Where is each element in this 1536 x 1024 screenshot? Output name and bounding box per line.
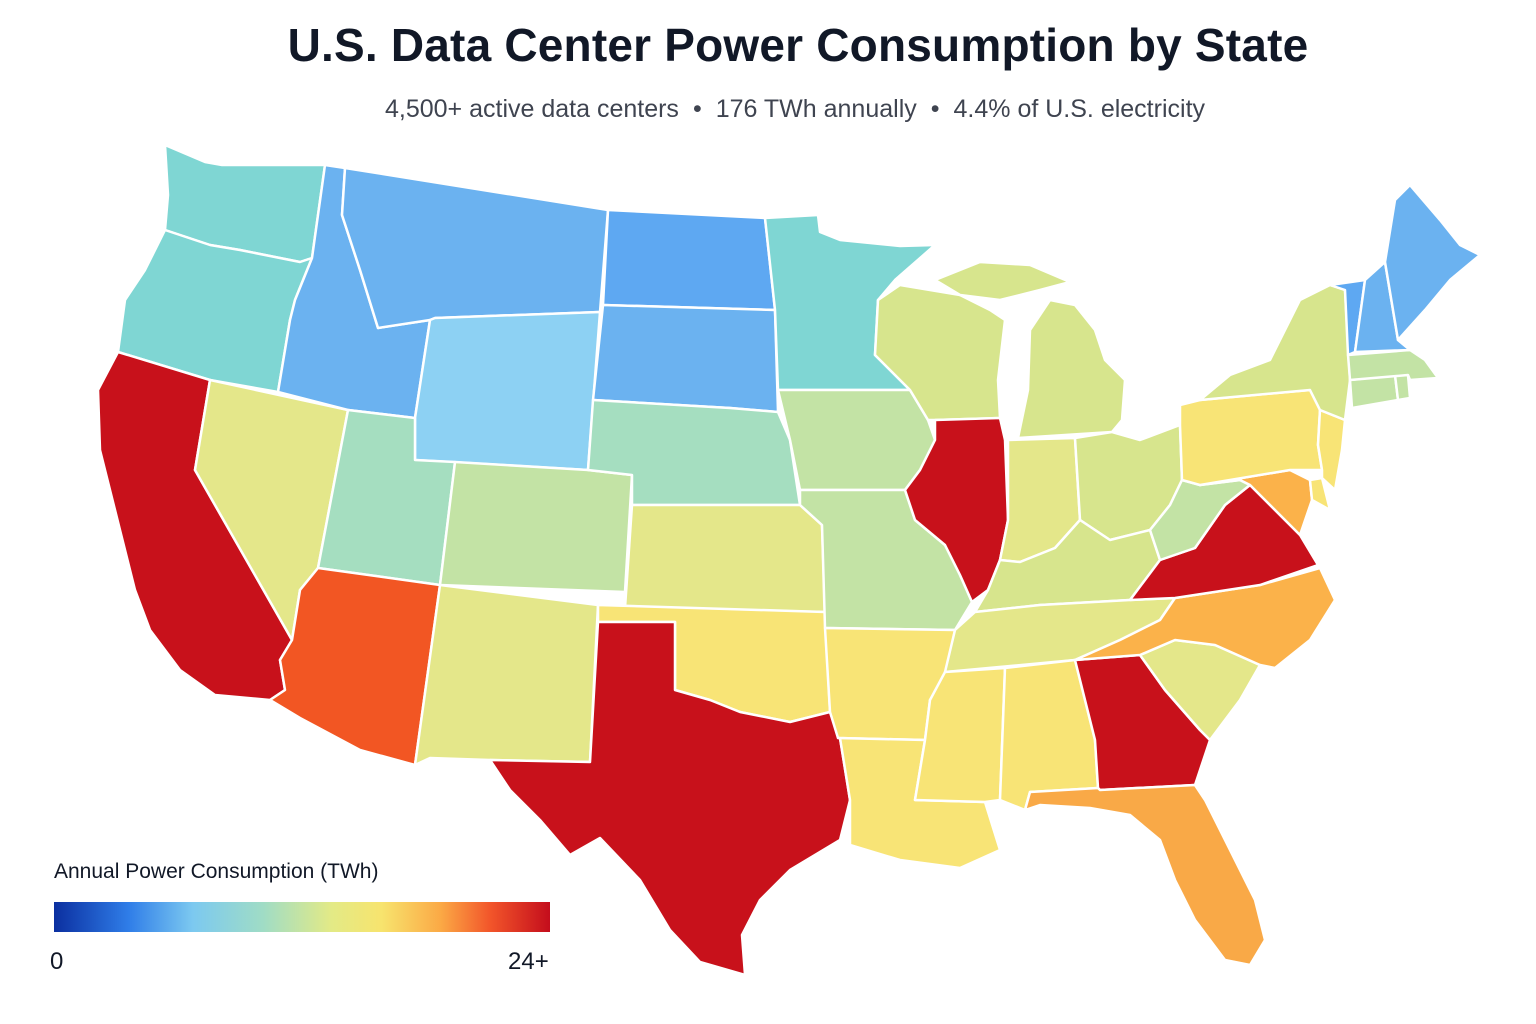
subtitle-separator: •	[930, 95, 940, 123]
state-RI[interactable]	[1393, 373, 1412, 402]
state-WY[interactable]	[413, 310, 602, 472]
state-MT[interactable]	[340, 166, 610, 330]
legend-max-label: 24+	[508, 948, 549, 975]
page-subtitle: 4,500+ active data centers • 176 TWh annua…	[0, 95, 1536, 124]
legend-color-scale	[54, 902, 550, 932]
state-IL[interactable]	[903, 416, 1010, 604]
state-DE[interactable]	[1308, 476, 1332, 512]
subtitle-separator: •	[692, 95, 702, 123]
subtitle-share: 4.4% of U.S. electricity	[953, 95, 1206, 123]
subtitle-energy: 176 TWh annually	[715, 95, 917, 123]
state-TX[interactable]	[488, 620, 852, 977]
state-MI[interactable]	[933, 260, 1127, 440]
state-KS[interactable]	[623, 503, 827, 614]
state-PA[interactable]	[1178, 388, 1324, 487]
state-MD[interactable]	[1198, 468, 1314, 537]
state-MA[interactable]	[1346, 348, 1440, 382]
state-SD[interactable]	[591, 303, 780, 414]
subtitle-count: 4,500+ active data centers	[384, 95, 679, 123]
state-CO[interactable]	[438, 460, 634, 594]
state-ND[interactable]	[601, 208, 777, 312]
state-IA[interactable]	[776, 388, 937, 492]
state-ME[interactable]	[1383, 183, 1482, 342]
state-NJ[interactable]	[1316, 408, 1347, 492]
state-WI[interactable]	[873, 283, 1007, 422]
legend-title: Annual Power Consumption (TWh)	[54, 860, 379, 883]
page-title: U.S. Data Center Power Consumption by St…	[287, 19, 1309, 71]
state-FL[interactable]	[1023, 783, 1267, 967]
state-NM[interactable]	[413, 583, 600, 767]
legend-min-label: 0	[50, 948, 64, 975]
